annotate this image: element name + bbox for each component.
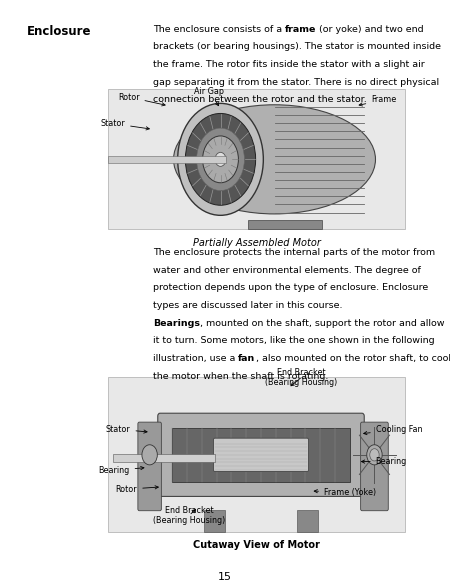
Text: , mounted on the shaft, support the rotor and allow: , mounted on the shaft, support the roto… — [200, 319, 445, 328]
Text: Rotor: Rotor — [118, 92, 165, 106]
Text: illustration, use a: illustration, use a — [153, 354, 238, 363]
Bar — [112, 453, 215, 462]
Bar — [108, 377, 405, 532]
Circle shape — [142, 445, 158, 465]
Text: connection between the rotor and the stator.: connection between the rotor and the sta… — [153, 95, 367, 104]
Text: The enclosure consists of a: The enclosure consists of a — [153, 25, 285, 34]
FancyBboxPatch shape — [158, 413, 364, 496]
Text: The enclosure protects the internal parts of the motor from: The enclosure protects the internal part… — [153, 248, 435, 257]
Text: Cooling Fan: Cooling Fan — [364, 425, 422, 435]
Text: Frame: Frame — [359, 95, 396, 106]
Bar — [204, 510, 225, 532]
Circle shape — [202, 136, 238, 183]
Bar — [108, 89, 405, 229]
Circle shape — [370, 449, 379, 461]
Text: , also mounted on the rotor shaft, to cool: , also mounted on the rotor shaft, to co… — [256, 354, 450, 363]
Text: Rotor: Rotor — [116, 485, 158, 494]
Text: the motor when the shaft is rotating.: the motor when the shaft is rotating. — [153, 372, 328, 380]
Text: Stator: Stator — [100, 119, 149, 130]
Bar — [297, 510, 318, 532]
Circle shape — [197, 128, 244, 191]
Text: protection depends upon the type of enclosure. Enclosure: protection depends upon the type of encl… — [153, 283, 428, 292]
Bar — [108, 155, 226, 163]
FancyBboxPatch shape — [213, 438, 309, 472]
Text: Bearing: Bearing — [361, 457, 407, 466]
Text: brackets (or bearing housings). The stator is mounted inside: brackets (or bearing housings). The stat… — [153, 42, 441, 51]
Text: Frame (Yoke): Frame (Yoke) — [314, 487, 376, 497]
Circle shape — [215, 152, 226, 166]
Text: types are discussed later in this course.: types are discussed later in this course… — [153, 301, 342, 310]
Text: End Bracket
(Bearing Housing): End Bracket (Bearing Housing) — [153, 506, 225, 525]
Text: Bearing: Bearing — [99, 466, 144, 475]
FancyBboxPatch shape — [138, 422, 162, 511]
Ellipse shape — [174, 105, 375, 214]
Text: Partially Assembled Motor: Partially Assembled Motor — [193, 238, 320, 248]
Text: it to turn. Some motors, like the one shown in the following: it to turn. Some motors, like the one sh… — [153, 336, 435, 345]
Text: Stator: Stator — [106, 425, 147, 434]
Bar — [248, 219, 322, 229]
Circle shape — [367, 445, 382, 465]
Text: gap separating it from the stator. There is no direct physical: gap separating it from the stator. There… — [153, 78, 439, 86]
Text: 15: 15 — [218, 572, 232, 583]
Text: Bearings: Bearings — [153, 319, 200, 328]
Text: water and other environmental elements. The degree of: water and other environmental elements. … — [153, 266, 421, 275]
Text: End Bracket
(Bearing Housing): End Bracket (Bearing Housing) — [266, 368, 338, 387]
Text: Cutaway View of Motor: Cutaway View of Motor — [193, 540, 320, 550]
Text: (or yoke) and two end: (or yoke) and two end — [316, 25, 424, 34]
Text: Air Gap: Air Gap — [194, 86, 224, 106]
FancyBboxPatch shape — [360, 422, 388, 511]
Text: frame: frame — [285, 25, 316, 34]
Text: fan: fan — [238, 354, 256, 363]
FancyBboxPatch shape — [172, 427, 350, 482]
Circle shape — [185, 113, 256, 205]
Text: the frame. The rotor fits inside the stator with a slight air: the frame. The rotor fits inside the sta… — [153, 60, 425, 69]
Text: Enclosure: Enclosure — [27, 25, 91, 38]
Circle shape — [178, 103, 263, 215]
